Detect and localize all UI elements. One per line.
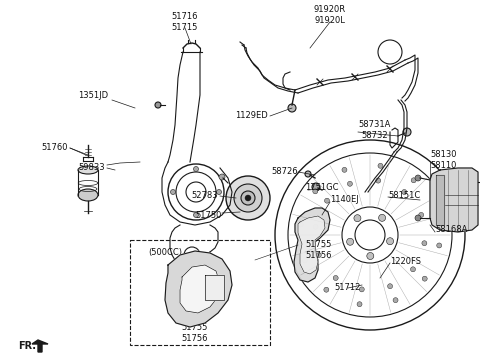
Circle shape [312, 183, 320, 191]
Circle shape [324, 198, 329, 203]
Polygon shape [32, 340, 48, 352]
Circle shape [170, 190, 176, 195]
Text: 51750: 51750 [196, 210, 222, 219]
Circle shape [219, 174, 225, 180]
Circle shape [348, 181, 352, 186]
Circle shape [422, 276, 427, 281]
Circle shape [419, 213, 424, 218]
Circle shape [402, 190, 407, 195]
Circle shape [411, 178, 416, 183]
Circle shape [354, 215, 361, 222]
Circle shape [379, 214, 385, 222]
Circle shape [226, 176, 270, 220]
Text: 1140EJ: 1140EJ [330, 196, 359, 205]
Circle shape [245, 195, 251, 201]
Text: (500CC): (500CC) [148, 248, 182, 257]
Text: 58168A: 58168A [435, 225, 468, 234]
Circle shape [410, 267, 416, 272]
Polygon shape [180, 265, 220, 313]
Circle shape [193, 213, 199, 218]
Circle shape [403, 128, 411, 136]
Text: 58130
58110: 58130 58110 [430, 150, 456, 170]
Circle shape [360, 287, 364, 292]
Circle shape [376, 178, 381, 183]
Polygon shape [298, 216, 325, 274]
Text: 58731A
58732: 58731A 58732 [358, 120, 390, 140]
Circle shape [415, 215, 421, 221]
Circle shape [216, 190, 221, 195]
Circle shape [313, 224, 318, 229]
Text: 51755
51756: 51755 51756 [182, 323, 208, 343]
Text: 51716
51715: 51716 51715 [172, 12, 198, 32]
Circle shape [432, 207, 438, 212]
Circle shape [333, 275, 338, 280]
Ellipse shape [78, 189, 98, 201]
Circle shape [234, 184, 262, 212]
Circle shape [313, 189, 318, 194]
Circle shape [324, 287, 329, 292]
Text: 58151C: 58151C [388, 191, 420, 200]
Polygon shape [294, 208, 330, 282]
Circle shape [347, 238, 354, 245]
Text: 1751GC: 1751GC [305, 183, 338, 192]
Circle shape [305, 171, 311, 177]
Ellipse shape [78, 166, 98, 174]
Circle shape [367, 252, 374, 260]
Circle shape [316, 253, 321, 257]
Text: 51760: 51760 [41, 144, 68, 153]
Text: 91920R
91920L: 91920R 91920L [314, 5, 346, 25]
Circle shape [386, 238, 394, 245]
Polygon shape [430, 168, 478, 232]
Circle shape [387, 284, 393, 289]
Circle shape [378, 163, 383, 168]
Circle shape [415, 175, 421, 181]
Circle shape [302, 258, 307, 263]
Text: 51755
51756: 51755 51756 [305, 240, 332, 260]
Text: 59833: 59833 [78, 163, 105, 173]
Text: 51712: 51712 [335, 284, 361, 293]
Text: 1351JD: 1351JD [78, 90, 108, 99]
Circle shape [393, 298, 398, 303]
Polygon shape [205, 275, 224, 300]
Text: 1220FS: 1220FS [390, 257, 421, 266]
Circle shape [155, 102, 161, 108]
Circle shape [241, 191, 255, 205]
Text: 52783: 52783 [192, 191, 218, 200]
Polygon shape [165, 251, 232, 327]
Bar [130, 240, 270, 345]
Text: FR.: FR. [18, 341, 36, 351]
Circle shape [342, 167, 347, 172]
Polygon shape [436, 175, 444, 225]
Circle shape [357, 302, 362, 307]
Circle shape [437, 243, 442, 248]
Circle shape [193, 167, 199, 172]
Circle shape [298, 222, 303, 227]
Circle shape [288, 104, 296, 112]
Circle shape [422, 241, 427, 246]
Text: 1129ED: 1129ED [235, 111, 268, 120]
Text: 58726: 58726 [271, 168, 298, 177]
